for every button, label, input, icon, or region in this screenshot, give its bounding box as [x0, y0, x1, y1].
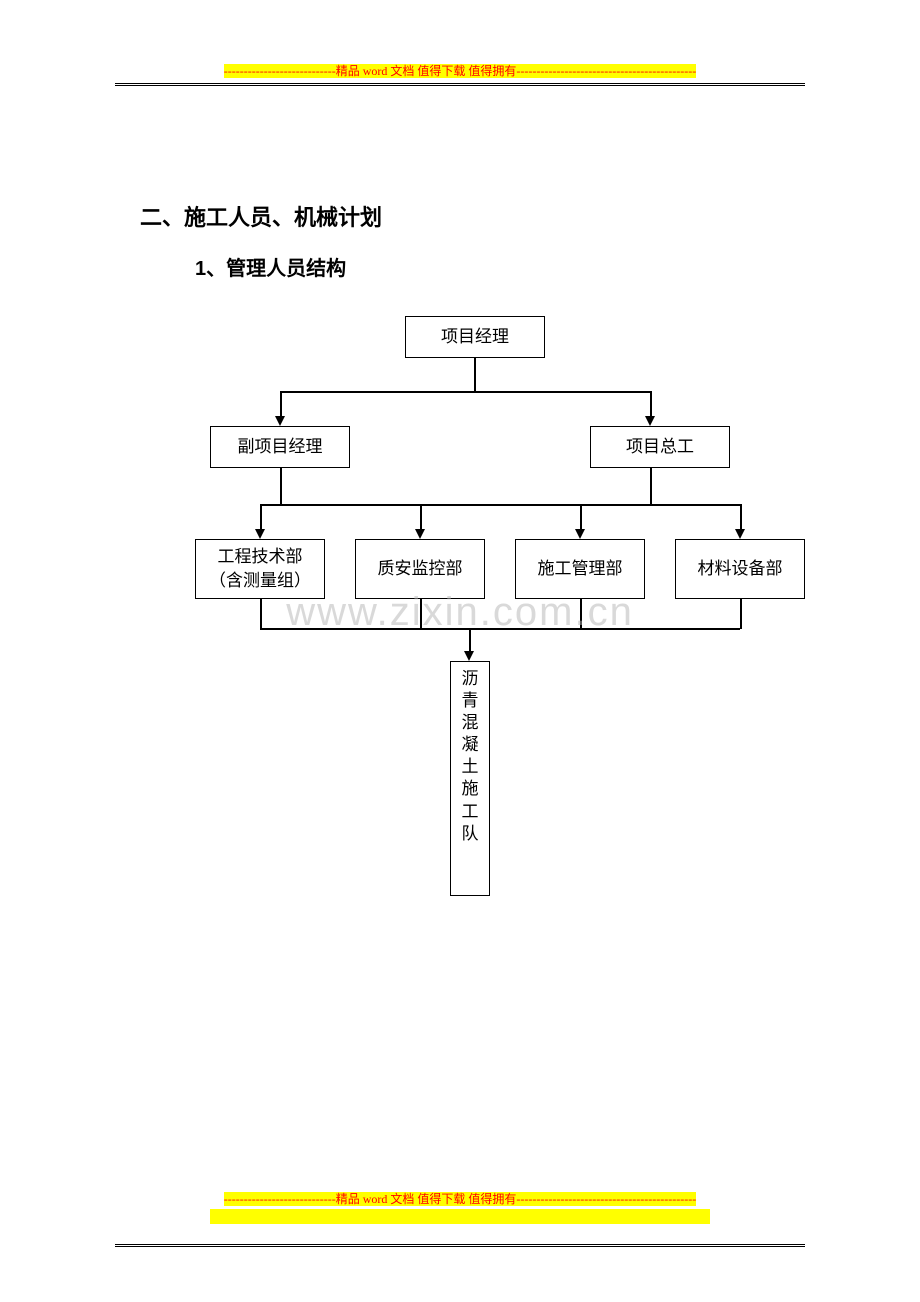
connector-line	[650, 468, 652, 505]
node-label-char: 凝	[462, 734, 479, 756]
header-rule	[115, 83, 805, 86]
connector-line	[469, 628, 471, 651]
node-label: 工程技术部 （含测量组）	[209, 545, 311, 593]
node-label-char: 混	[462, 712, 479, 734]
node-chief-engineer: 项目总工	[590, 426, 730, 468]
node-project-manager: 项目经理	[405, 316, 545, 358]
footer-dashes-right: ----------------------------------------…	[516, 1192, 696, 1206]
footer-line-2: ----------------------------------------…	[210, 1209, 710, 1224]
footer-line-1: ----------------------------精品 word 文档 值…	[115, 1190, 805, 1207]
node-label: 材料设备部	[698, 557, 783, 581]
connector-line	[260, 628, 740, 630]
arrow-head-icon	[255, 529, 265, 539]
connector-line	[580, 599, 582, 629]
connector-line	[420, 599, 422, 629]
heading-level-2: 二、施工人员、机械计划	[140, 200, 805, 232]
connector-line	[580, 504, 582, 529]
footer-text: 精品 word 文档 值得下载 值得拥有	[336, 1192, 517, 1206]
header-dashes-left: ----------------------------	[224, 64, 336, 78]
arrow-head-icon	[575, 529, 585, 539]
node-label-char: 队	[462, 823, 479, 845]
connector-line	[280, 468, 282, 505]
arrow-head-icon	[645, 416, 655, 426]
node-label-char: 土	[462, 756, 479, 778]
document-page: ----------------------------精品 word 文档 值…	[0, 0, 920, 1302]
connector-line	[260, 504, 262, 529]
footer-dashes-left: ----------------------------	[224, 1192, 336, 1206]
header-text: 精品 word 文档 值得下载 值得拥有	[336, 64, 517, 78]
node-label: 质安监控部	[378, 557, 463, 581]
node-label: 项目总工	[626, 435, 694, 459]
node-label-char: 青	[462, 690, 479, 712]
node-label: 项目经理	[441, 325, 509, 349]
org-flowchart: 项目经理 副项目经理 项目总工 工程技术部 （含测量组） 质安监控部 施工管理部…	[115, 316, 815, 936]
connector-line	[260, 504, 740, 506]
connector-line	[650, 391, 652, 416]
header-banner: ----------------------------精品 word 文档 值…	[115, 62, 805, 79]
heading-level-3: 1、管理人员结构	[195, 252, 805, 281]
connector-line	[260, 599, 262, 629]
connector-line	[420, 504, 422, 529]
footer-banner: ----------------------------精品 word 文档 值…	[115, 1190, 805, 1224]
node-label-char: 工	[462, 801, 479, 823]
connector-line	[474, 358, 476, 392]
connector-line	[740, 504, 742, 529]
node-label-char: 沥	[462, 668, 479, 690]
arrow-head-icon	[464, 651, 474, 661]
node-label-char: 施	[462, 778, 479, 800]
node-label: 副项目经理	[238, 435, 323, 459]
arrow-head-icon	[275, 416, 285, 426]
node-mgmt-dept: 施工管理部	[515, 539, 645, 599]
node-deputy-manager: 副项目经理	[210, 426, 350, 468]
connector-line	[280, 391, 282, 416]
footer-rule	[115, 1244, 805, 1247]
node-tech-dept: 工程技术部 （含测量组）	[195, 539, 325, 599]
header-dashes-right: ----------------------------------------…	[516, 64, 696, 78]
content-area: 二、施工人员、机械计划 1、管理人员结构	[140, 200, 805, 291]
connector-line	[740, 599, 742, 629]
node-label: 施工管理部	[538, 557, 623, 581]
node-qa-dept: 质安监控部	[355, 539, 485, 599]
node-material-dept: 材料设备部	[675, 539, 805, 599]
arrow-head-icon	[415, 529, 425, 539]
node-team: 沥青混凝土施工队	[450, 661, 490, 896]
arrow-head-icon	[735, 529, 745, 539]
connector-line	[280, 391, 650, 393]
